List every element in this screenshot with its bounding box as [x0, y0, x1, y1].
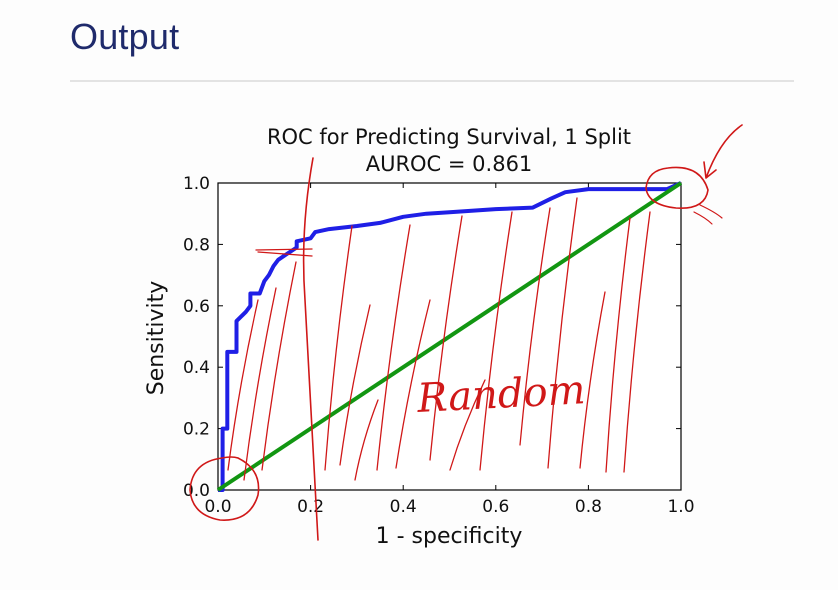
y-axis-label: Sensitivity: [144, 281, 169, 396]
hatch-stroke: [339, 304, 371, 466]
hatch-stroke: [261, 261, 297, 471]
hatch-stroke: [449, 379, 486, 471]
hatch-stroke: [227, 299, 259, 471]
slide-title: Output: [70, 16, 180, 57]
y-tick-label: 0.8: [183, 235, 210, 255]
x-tick-label: 0.2: [297, 497, 324, 517]
hatch-stroke: [579, 291, 606, 469]
x-tick-label: 0.8: [575, 497, 602, 517]
y-tick-label: 0.2: [183, 420, 210, 440]
top-right-circle: [645, 166, 709, 209]
hatch-stroke: [395, 299, 431, 469]
random-baseline-line: [216, 181, 683, 492]
roc-curve-line: [218, 181, 682, 492]
hatch-stroke: [324, 225, 353, 471]
handwritten-random-label: Random: [415, 367, 586, 422]
y-tick-label: 0.4: [183, 358, 210, 378]
title-divider: [70, 80, 794, 82]
y-tick-label: 0.0: [183, 481, 210, 501]
chart-title: ROC for Predicting Survival, 1 Split: [267, 125, 631, 149]
x-tick-label: 0.0: [204, 497, 231, 517]
handwritten-annotations: Random: [189, 124, 743, 541]
plot-area: 0.0 0.2 0.4 0.6 0.8 1.0 0.0 0.2 0.4 0.6 0.8 1.0: [183, 174, 695, 517]
hatch-stroke: [547, 197, 578, 469]
top-right-ring-marks: [693, 204, 723, 225]
vertical-mark-stroke: [302, 157, 319, 541]
x-tick-label: 1.0: [667, 497, 694, 517]
arrow-stroke: [703, 124, 743, 179]
hatch-stroke: [623, 211, 651, 473]
hatch-stroke: [376, 224, 411, 471]
hatch-stroke: [243, 287, 277, 481]
hatch-stroke: [605, 217, 631, 473]
y-tick-label: 1.0: [183, 174, 210, 194]
origin-circle: [189, 456, 260, 521]
pointer-stroke: [255, 248, 313, 257]
hatch-stroke: [354, 399, 379, 481]
hatch-stroke: [429, 215, 463, 461]
x-axis-label: 1 - specificity: [376, 524, 523, 549]
hatch-stroke: [519, 207, 551, 446]
x-tick-label: 0.6: [482, 497, 509, 517]
hatch-stroke: [479, 211, 513, 471]
x-tick-label: 0.4: [390, 497, 417, 517]
chart-subtitle: AUROC = 0.861: [366, 152, 533, 176]
y-tick-label: 0.6: [183, 297, 210, 317]
